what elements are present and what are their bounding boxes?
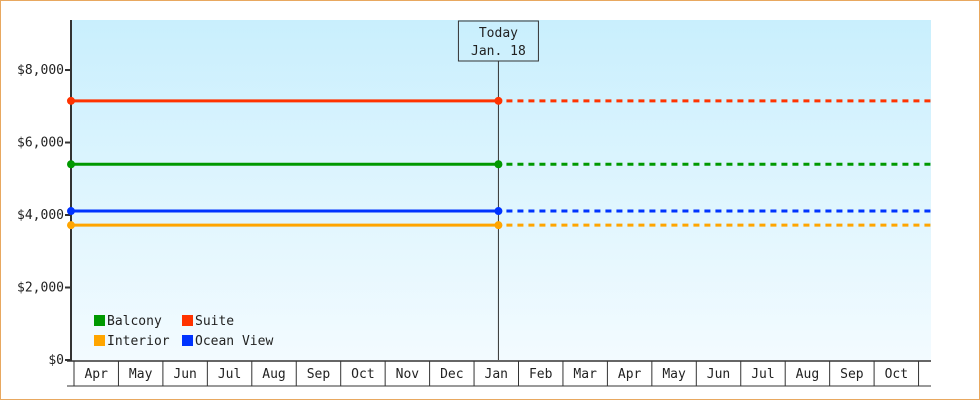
- plot-area: [71, 20, 931, 360]
- x-tick-label: Jan: [485, 367, 508, 382]
- x-tick-label: Apr: [618, 367, 642, 382]
- x-tick-label: Oct: [885, 367, 908, 382]
- x-tick-label: Sep: [840, 367, 864, 382]
- today-date: Jan. 18: [471, 44, 526, 59]
- data-point: [494, 221, 503, 230]
- y-tick-label: $2,000: [17, 281, 64, 296]
- data-point: [67, 207, 75, 216]
- x-tick-label: Aug: [796, 367, 819, 382]
- y-tick-label: $6,000: [17, 136, 64, 151]
- data-point: [494, 160, 503, 169]
- data-point: [67, 96, 75, 105]
- legend-label: Interior: [107, 334, 170, 349]
- x-tick-label: Jul: [751, 367, 774, 382]
- legend-swatch: [182, 335, 193, 346]
- x-tick-label: Jun: [173, 367, 196, 382]
- x-tick-label: Nov: [396, 367, 420, 382]
- x-tick-label: Jul: [218, 367, 241, 382]
- legend-label: Ocean View: [195, 334, 273, 349]
- data-point: [494, 207, 503, 216]
- today-label: Today: [479, 26, 518, 41]
- legend-label: Balcony: [107, 314, 162, 329]
- data-point: [67, 221, 75, 230]
- legend-swatch: [94, 315, 105, 326]
- y-tick-label: $4,000: [17, 208, 64, 223]
- x-tick-label: Mar: [573, 367, 597, 382]
- x-tick-label: Aug: [262, 367, 285, 382]
- x-tick-label: Sep: [307, 367, 331, 382]
- x-tick-label: May: [662, 367, 686, 382]
- y-tick-label: $0: [48, 353, 64, 368]
- legend-label: Suite: [195, 314, 234, 329]
- today-box: [457, 20, 539, 62]
- y-tick-label: $8,000: [17, 63, 64, 78]
- x-tick-label: Feb: [529, 367, 553, 382]
- x-tick-label: Dec: [440, 367, 463, 382]
- x-tick-label: Oct: [351, 367, 374, 382]
- data-point: [494, 96, 503, 105]
- x-tick-label: Apr: [84, 367, 108, 382]
- legend-swatch: [182, 315, 193, 326]
- x-tick-label: Jun: [707, 367, 730, 382]
- data-point: [67, 160, 75, 169]
- legend-swatch: [94, 335, 105, 346]
- x-tick-label: May: [129, 367, 153, 382]
